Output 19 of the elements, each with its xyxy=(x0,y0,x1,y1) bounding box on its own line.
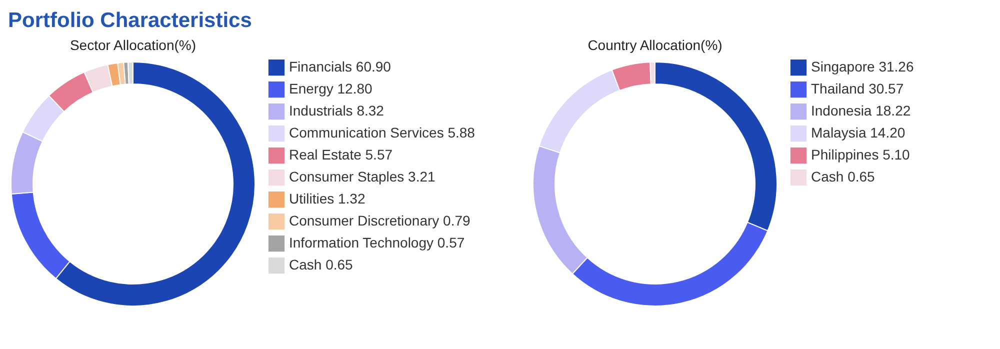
legend-label: Industrials 8.32 xyxy=(289,102,384,118)
legend-label: Information Technology 0.57 xyxy=(289,234,465,250)
legend-label: Utilities 1.32 xyxy=(289,190,366,206)
legend-label: Cash 0.65 xyxy=(811,168,876,184)
chart-subtitle: Sector Allocation(%) xyxy=(70,37,196,53)
legend-label: Real Estate 5.57 xyxy=(289,146,393,162)
chart-title: Portfolio Characteristics xyxy=(8,9,252,32)
legend-label: Financials 60.90 xyxy=(289,58,392,74)
legend-label: Consumer Staples 3.21 xyxy=(289,168,436,184)
legend-label: Malaysia 14.20 xyxy=(811,124,906,140)
legend-label: Communication Services 5.88 xyxy=(289,124,476,140)
legend-label: Indonesia 18.22 xyxy=(811,102,911,118)
legend-label: Philippines 5.10 xyxy=(811,146,910,162)
legend-label: Singapore 31.26 xyxy=(811,58,914,74)
legend-label: Thailand 30.57 xyxy=(811,80,904,96)
legend-label: Energy 12.80 xyxy=(289,80,372,96)
legend-label: Cash 0.65 xyxy=(289,256,354,272)
legend-label: Consumer Discretionary 0.79 xyxy=(289,212,471,228)
chart-title: Country Allocation(%) xyxy=(588,37,722,53)
